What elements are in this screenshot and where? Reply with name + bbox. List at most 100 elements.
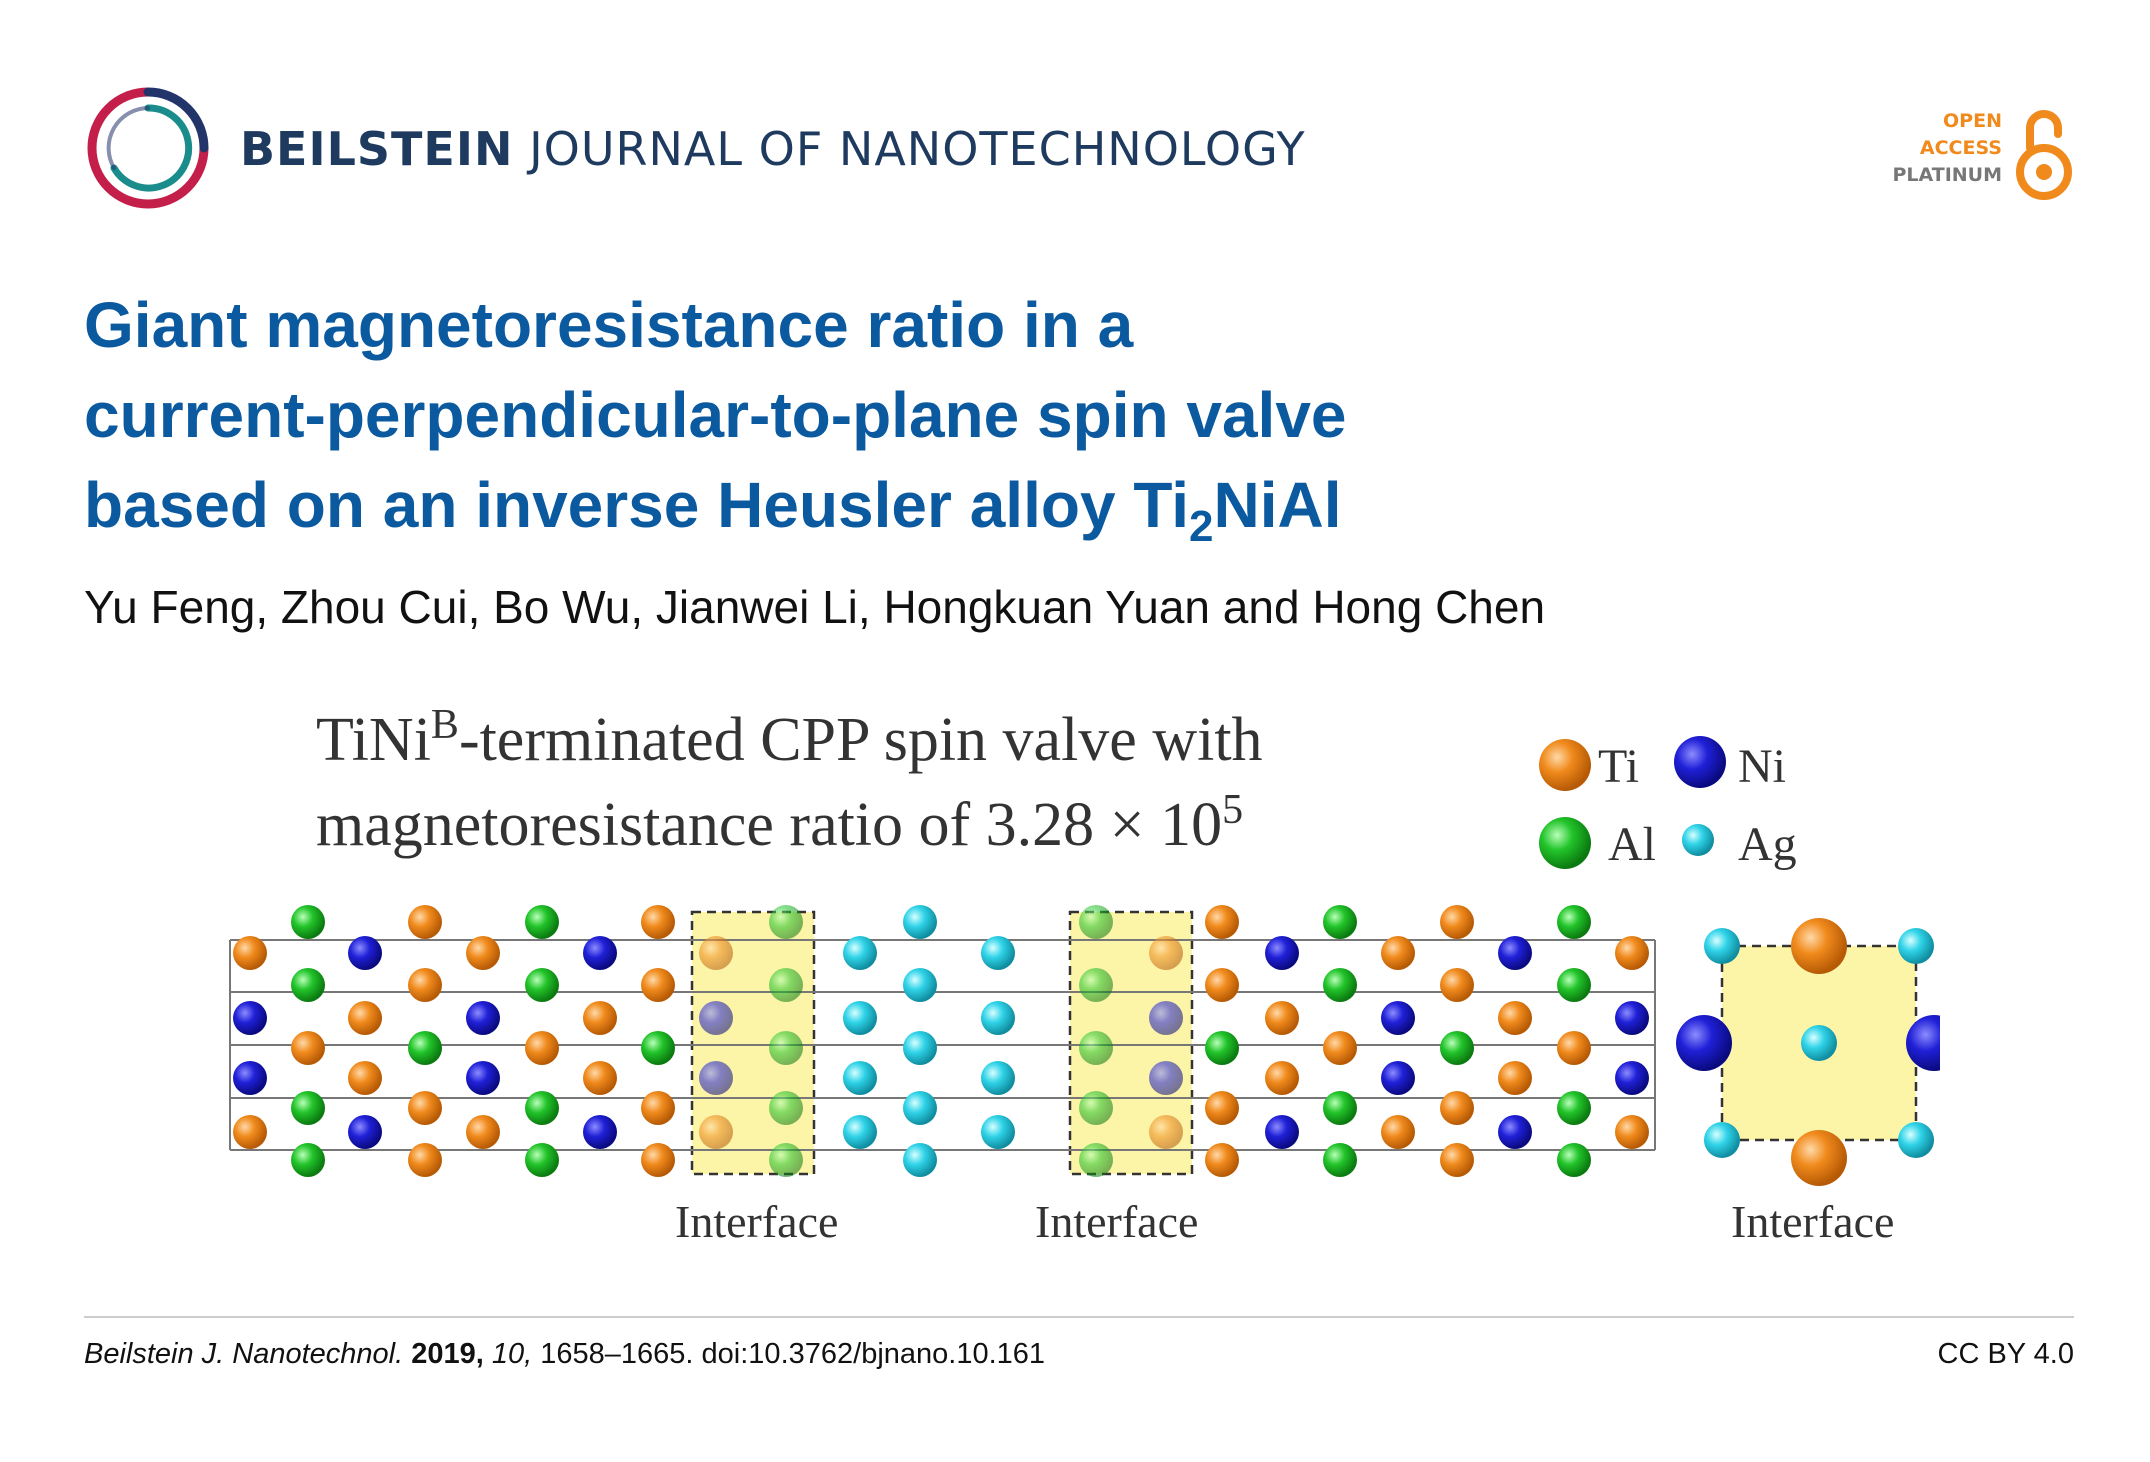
legend-ti-label: Ti bbox=[1598, 740, 1639, 793]
al-atom bbox=[1079, 1143, 1113, 1177]
ni-atom bbox=[466, 1061, 500, 1095]
ti-atom bbox=[348, 1001, 382, 1035]
al-atom bbox=[769, 1143, 803, 1177]
title-line-3-end: NiAl bbox=[1213, 469, 1342, 541]
atom-legend: Ti Ni Al Ag bbox=[1539, 736, 1797, 871]
ti-atom bbox=[1381, 1115, 1415, 1149]
al-atom bbox=[1557, 1091, 1591, 1125]
al-atom bbox=[1557, 1143, 1591, 1177]
ti-atom bbox=[1205, 905, 1239, 939]
supercell-lattice-lines bbox=[229, 939, 1656, 1151]
al-atom bbox=[291, 1091, 325, 1125]
al-atom bbox=[291, 905, 325, 939]
ni-atom bbox=[699, 1061, 733, 1095]
al-atom bbox=[769, 968, 803, 1002]
ag-atom bbox=[903, 968, 937, 1002]
author-list: Yu Feng, Zhou Cui, Bo Wu, Jianwei Li, Ho… bbox=[84, 581, 1546, 633]
ti-atom bbox=[641, 1143, 675, 1177]
al-atom bbox=[1323, 1143, 1357, 1177]
ti-atom bbox=[1265, 1001, 1299, 1035]
al-atom bbox=[1557, 905, 1591, 939]
al-atom bbox=[525, 905, 559, 939]
cross-section-ti-atom bbox=[1791, 1130, 1847, 1186]
ti-atom bbox=[1440, 1143, 1474, 1177]
interface-cross-section bbox=[1676, 918, 1962, 1186]
badge-line-platinum: PLATINUM bbox=[1892, 164, 2002, 186]
ni-atom bbox=[699, 1001, 733, 1035]
al-atom bbox=[1205, 1031, 1239, 1065]
legend-ag-swatch bbox=[1682, 824, 1714, 856]
open-access-badge: OPEN ACCESS PLATINUM bbox=[1874, 94, 2074, 204]
ti-atom bbox=[583, 1001, 617, 1035]
al-atom bbox=[408, 1031, 442, 1065]
graphical-abstract: TiNiB-terminated CPP spin valve with mag… bbox=[220, 690, 1962, 1270]
legend-al-label: Al bbox=[1608, 818, 1656, 871]
ti-atom bbox=[1440, 1091, 1474, 1125]
citation-volume: 10, bbox=[491, 1338, 533, 1370]
citation-journal: Beilstein J. Nanotechnol. bbox=[84, 1338, 404, 1370]
ni-atom bbox=[1498, 1115, 1532, 1149]
ti-atom bbox=[1615, 936, 1649, 970]
ag-atom bbox=[903, 1031, 937, 1065]
ti-atom bbox=[1149, 936, 1183, 970]
ag-atom bbox=[981, 1001, 1015, 1035]
ni-atom bbox=[583, 1115, 617, 1149]
ag-atom bbox=[903, 1143, 937, 1177]
al-atom bbox=[291, 1143, 325, 1177]
al-atom bbox=[1557, 968, 1591, 1002]
ti-atom bbox=[408, 905, 442, 939]
ti-atom bbox=[1323, 1031, 1357, 1065]
ni-atom bbox=[1615, 1061, 1649, 1095]
al-atom bbox=[1323, 1091, 1357, 1125]
ti-atom bbox=[466, 936, 500, 970]
beilstein-logo-icon bbox=[87, 87, 209, 209]
title-subscript: 2 bbox=[1189, 502, 1214, 551]
ti-atom bbox=[699, 936, 733, 970]
ti-atom bbox=[1205, 1091, 1239, 1125]
ti-atom bbox=[583, 1061, 617, 1095]
ag-atom bbox=[981, 936, 1015, 970]
cross-section-ag-atom bbox=[1898, 1122, 1934, 1158]
al-atom bbox=[1323, 905, 1357, 939]
ti-atom bbox=[408, 1143, 442, 1177]
ti-atom bbox=[291, 1031, 325, 1065]
license: CC BY 4.0 bbox=[1937, 1338, 2074, 1370]
citation: Beilstein J. Nanotechnol. 2019, 10, 1658… bbox=[84, 1338, 1045, 1371]
al-atom bbox=[641, 1031, 675, 1065]
ti-atom bbox=[1205, 968, 1239, 1002]
ag-atom bbox=[981, 1115, 1015, 1149]
ni-atom bbox=[1615, 1001, 1649, 1035]
ni-atom bbox=[466, 1001, 500, 1035]
figure-caption-line-2: magnetoresistance ratio of 3.28 × 105 bbox=[316, 787, 1243, 859]
ti-atom bbox=[1265, 1061, 1299, 1095]
ti-atom bbox=[1149, 1115, 1183, 1149]
ni-atom bbox=[1498, 936, 1532, 970]
ni-atom bbox=[233, 1001, 267, 1035]
ti-atom bbox=[408, 1091, 442, 1125]
title-line-1: Giant magnetoresistance ratio in a bbox=[84, 289, 1134, 361]
ti-atom bbox=[1381, 936, 1415, 970]
ni-atom bbox=[348, 936, 382, 970]
legend-al-swatch bbox=[1539, 817, 1591, 869]
interface-label-cross-section: Interface bbox=[1731, 1196, 1894, 1247]
ni-atom bbox=[1149, 1061, 1183, 1095]
ag-atom bbox=[843, 936, 877, 970]
spin-valve-figure: TiNiB-terminated CPP spin valve with mag… bbox=[229, 702, 1962, 1247]
figure-caption-line-1: TiNiB-terminated CPP spin valve with bbox=[316, 702, 1263, 774]
ti-atom bbox=[1615, 1115, 1649, 1149]
ti-atom bbox=[1557, 1031, 1591, 1065]
badge-line-open: OPEN bbox=[1943, 110, 2002, 132]
legend-ni-label: Ni bbox=[1738, 740, 1786, 793]
al-atom bbox=[525, 1091, 559, 1125]
journal-name-rest: JOURNAL OF NANOTECHNOLOGY bbox=[529, 122, 1306, 176]
ti-atom bbox=[641, 905, 675, 939]
ti-atom bbox=[233, 1115, 267, 1149]
ti-atom bbox=[1498, 1001, 1532, 1035]
ni-atom bbox=[233, 1061, 267, 1095]
atom-structure bbox=[233, 905, 1649, 1177]
badge-line-access: ACCESS bbox=[1919, 137, 2002, 159]
legend-ni-swatch bbox=[1674, 736, 1726, 788]
ti-atom bbox=[1440, 968, 1474, 1002]
al-atom bbox=[1323, 968, 1357, 1002]
title-line-2: current-perpendicular-to-plane spin valv… bbox=[84, 379, 1347, 451]
